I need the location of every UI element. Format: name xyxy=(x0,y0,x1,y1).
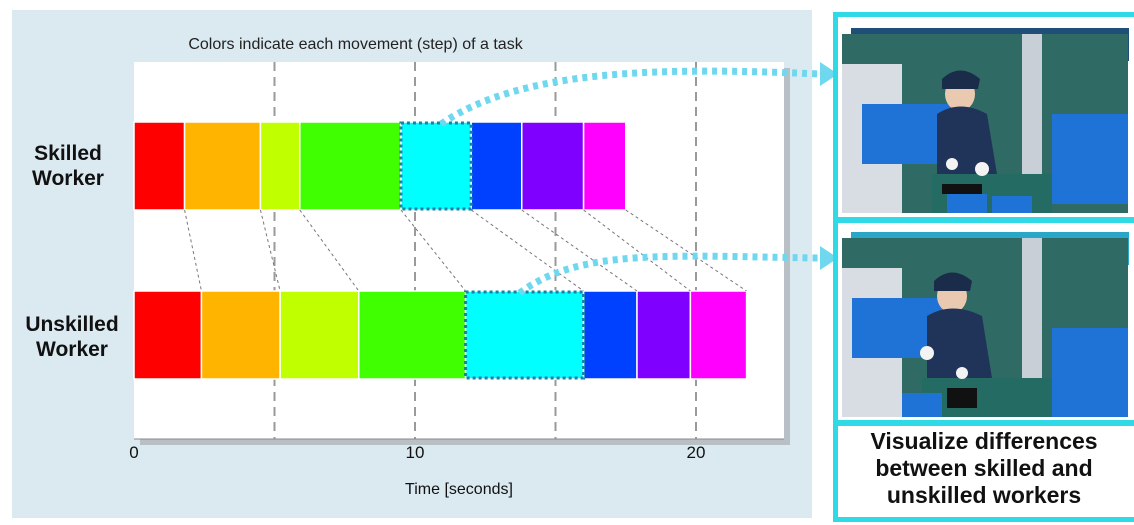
unskilled-worker-video[interactable] xyxy=(842,238,1128,417)
frame-divider-2 xyxy=(836,420,1134,426)
skilled-worker-video[interactable] xyxy=(842,34,1128,213)
frame-divider-1 xyxy=(836,217,1134,223)
x-tick-label: 0 xyxy=(129,443,139,462)
chart-title: Colors indicate each movement (step) of … xyxy=(188,36,523,53)
bar-segment-skilled-4 xyxy=(299,121,402,211)
skilled-line-2: Worker xyxy=(32,167,104,190)
bar-segment-unskilled-3 xyxy=(279,290,360,380)
step-connector xyxy=(470,209,584,292)
caption: Visualize differences between skilled an… xyxy=(870,428,1098,508)
bar-segment-unskilled-6 xyxy=(582,290,638,380)
arrow-skilled-head xyxy=(820,62,838,86)
bar-segment-unskilled-8 xyxy=(689,290,748,380)
bar-segment-unskilled-7 xyxy=(636,290,692,380)
bar-segment-skilled-8 xyxy=(582,121,627,211)
step-connector xyxy=(299,209,360,292)
bar-segment-skilled-5 xyxy=(400,121,472,211)
unskilled-line-1: Unskilled xyxy=(25,313,119,336)
bar-segment-unskilled-5 xyxy=(464,290,585,380)
step-connector xyxy=(259,209,281,292)
bar-segment-unskilled-2 xyxy=(200,290,281,380)
y-label-unskilled: Unskilled Worker xyxy=(12,312,132,362)
skilled-line-1: Skilled xyxy=(34,142,102,165)
step-connector xyxy=(400,209,466,292)
unskilled-line-2: Worker xyxy=(36,338,108,361)
bar-segment-unskilled-1 xyxy=(133,290,203,380)
bar-segment-skilled-3 xyxy=(259,121,301,211)
x-tick-label: 10 xyxy=(405,443,425,462)
step-connector xyxy=(583,209,691,292)
arrow-unskilled-head xyxy=(820,246,838,270)
bar-segment-unskilled-4 xyxy=(358,290,467,380)
bar-segment-skilled-7 xyxy=(521,121,585,211)
video-frame xyxy=(833,12,1134,522)
arrow-skilled xyxy=(439,67,821,127)
bar-segment-skilled-1 xyxy=(133,121,186,211)
bar-segment-skilled-2 xyxy=(183,121,262,211)
step-connector xyxy=(184,209,202,292)
bar-segment-skilled-6 xyxy=(470,121,523,211)
step-connector xyxy=(625,209,747,292)
x-axis-label: Time [seconds] xyxy=(405,481,513,498)
y-label-skilled: Skilled Worker xyxy=(8,141,128,191)
arrow-unskilled xyxy=(517,252,821,296)
x-tick-label: 20 xyxy=(686,443,706,462)
